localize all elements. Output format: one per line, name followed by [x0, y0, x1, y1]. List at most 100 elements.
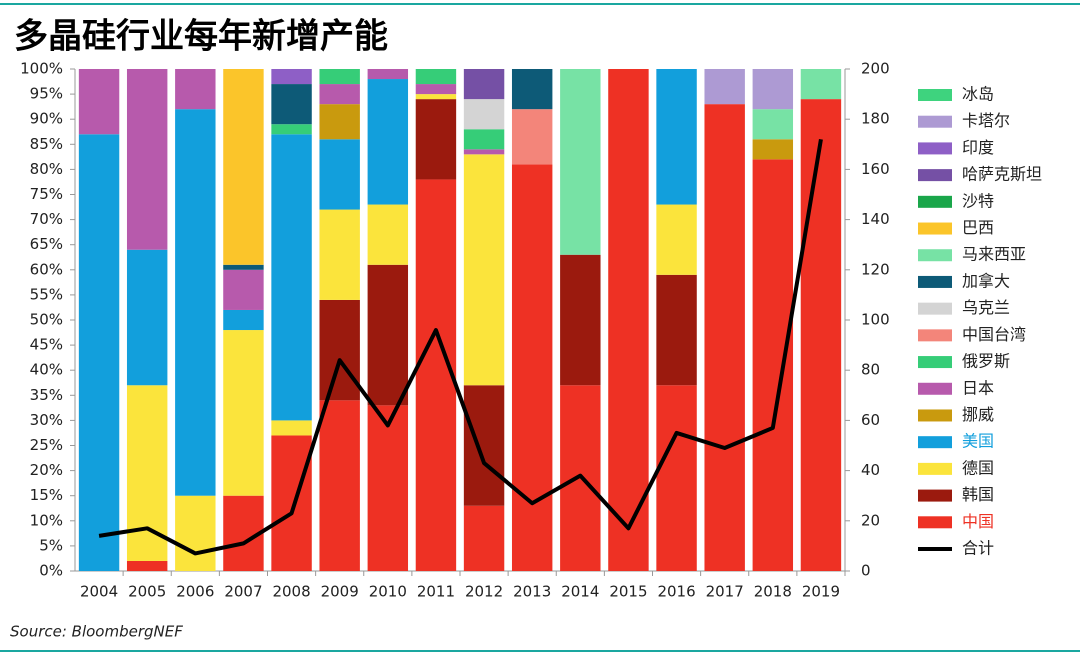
bar [175, 495, 216, 571]
x-tick-label: 2013 [513, 583, 551, 601]
bar [271, 420, 312, 436]
legend-swatch [918, 302, 952, 315]
bar [319, 139, 360, 210]
line [98, 138, 823, 556]
bar [271, 84, 312, 125]
y2-tick-label: 160 [861, 160, 890, 178]
legend-label: 俄罗斯 [962, 352, 1010, 371]
legend-label: 合计 [962, 539, 994, 558]
legend-swatch [918, 275, 952, 288]
bar [223, 309, 264, 331]
bar [126, 69, 168, 250]
legend-swatch [918, 115, 952, 128]
bar [800, 99, 842, 572]
bar [223, 330, 264, 496]
legend-swatch [918, 462, 952, 475]
y2-tick-label: 60 [861, 411, 880, 429]
bar [463, 505, 505, 571]
x-tick-label: 2017 [706, 583, 744, 601]
y-tick-label: 30% [30, 411, 63, 429]
legend-swatch [918, 195, 952, 208]
legend-label: 美国 [962, 432, 994, 451]
y-tick-label: 45% [30, 336, 63, 354]
x-tick-label: 2014 [561, 583, 599, 601]
bar [126, 560, 168, 571]
bar [78, 134, 120, 571]
bar [415, 99, 457, 180]
x-tick-label: 2008 [272, 583, 310, 601]
y2-tick-label: 20 [861, 511, 880, 529]
y-tick-label: 15% [30, 486, 63, 504]
bar [752, 159, 794, 572]
legend-label: 韩国 [962, 485, 994, 504]
legend-label: 哈萨克斯坦 [962, 165, 1042, 184]
legend-label: 德国 [962, 458, 994, 477]
legend-swatch [918, 356, 952, 369]
bar [319, 299, 360, 401]
y2-tick-label: 0 [861, 562, 871, 580]
x-tick-label: 2015 [609, 583, 647, 601]
y-tick-label: 5% [39, 536, 63, 554]
legend-label: 巴西 [962, 218, 994, 237]
bar [463, 99, 505, 130]
legend-swatch [918, 329, 952, 342]
legend-swatch [918, 169, 952, 182]
legend-swatch [918, 142, 952, 155]
y-tick-label: 80% [30, 160, 63, 178]
legend-swatch [918, 409, 952, 422]
y2-tick-label: 120 [861, 260, 890, 278]
chart-title: 多晶硅行业每年新增产能 [14, 17, 388, 57]
bar [271, 69, 312, 85]
bar [560, 69, 601, 255]
y2-tick-label: 40 [861, 461, 880, 479]
legend-swatch [918, 382, 952, 395]
bar [800, 69, 842, 100]
x-tick-label: 2016 [657, 583, 695, 601]
bar [319, 69, 360, 85]
bar [367, 69, 409, 80]
bar [223, 269, 264, 310]
bar [78, 69, 120, 135]
legend-label: 卡塔尔 [962, 111, 1010, 130]
bar [463, 69, 505, 100]
legend-label: 中国台湾 [962, 325, 1026, 344]
y-tick-label: 65% [30, 235, 63, 253]
x-tick-label: 2009 [321, 583, 359, 601]
bar [367, 264, 409, 406]
y-tick-label: 60% [30, 260, 63, 278]
bar [656, 204, 697, 275]
y-tick-label: 25% [30, 436, 63, 454]
legend-label: 沙特 [962, 191, 994, 210]
x-tick-label: 2005 [128, 583, 166, 601]
legend-label: 加拿大 [962, 271, 1010, 290]
bar [415, 69, 457, 85]
source: Source: BloombergNEF [10, 623, 183, 641]
legend-label: 乌克兰 [962, 298, 1010, 317]
x-tick-label: 2006 [176, 583, 214, 601]
y-tick-label: 50% [30, 311, 63, 329]
y2-tick-label: 100 [861, 311, 890, 329]
x-tick-label: 2018 [754, 583, 792, 601]
legend-swatch [918, 516, 952, 529]
bar [367, 79, 409, 205]
legend-swatch [918, 89, 952, 101]
y2-tick-label: 140 [861, 210, 890, 228]
x-tick-label: 2019 [802, 583, 840, 601]
bar [367, 204, 409, 265]
bar [704, 104, 745, 571]
bar [560, 254, 601, 386]
bar [656, 274, 697, 386]
bar [511, 109, 553, 165]
legend-label: 日本 [962, 378, 994, 397]
x-tick-label: 2010 [369, 583, 407, 601]
legend-swatch [918, 489, 952, 502]
bar [319, 209, 360, 300]
y2-tick-label: 200 [861, 60, 890, 78]
bar [752, 109, 794, 140]
y-tick-label: 10% [30, 511, 63, 529]
legend-swatch [918, 436, 952, 449]
legend-label: 冰岛 [962, 85, 994, 104]
bar [656, 385, 697, 571]
legend-label: 挪威 [962, 405, 994, 424]
bar [415, 84, 457, 95]
